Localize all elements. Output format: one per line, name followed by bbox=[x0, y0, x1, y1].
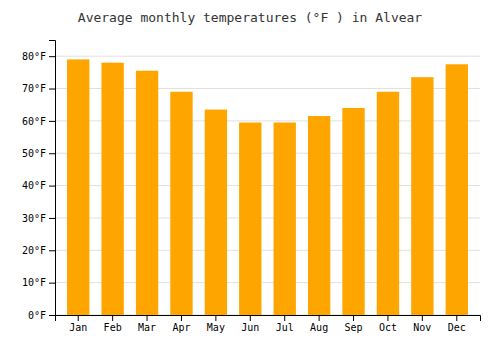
bar bbox=[205, 110, 227, 315]
x-tick: Apr bbox=[172, 315, 190, 333]
chart: 0°F 10°F 20°F 30°F 40°F 50°F 60°F 70°F 80°F Jan Fe… bbox=[0, 0, 500, 350]
x-tick: Jan bbox=[69, 315, 87, 333]
x-tick: May bbox=[207, 315, 225, 333]
y-tick-mark bbox=[49, 218, 55, 219]
y-axis: 0°F 10°F 20°F 30°F 40°F 50°F 60°F 70°F 80°F bbox=[22, 41, 56, 321]
y-tick-label: 10°F bbox=[22, 277, 46, 288]
bar bbox=[239, 123, 261, 316]
bar bbox=[377, 92, 399, 315]
bar bbox=[342, 108, 364, 315]
x-tick: Feb bbox=[104, 315, 122, 333]
grid-line bbox=[55, 56, 480, 57]
y-tick-mark bbox=[49, 315, 55, 316]
y-tick-label: 20°F bbox=[22, 245, 46, 256]
x-tick-mark bbox=[112, 315, 113, 321]
x-tick-mark bbox=[250, 315, 251, 321]
y-tick-mark bbox=[49, 186, 55, 187]
bar bbox=[411, 77, 433, 315]
x-tick: Nov bbox=[413, 315, 431, 333]
x-tick-mark bbox=[319, 315, 320, 321]
y-tick: 50°F bbox=[22, 148, 55, 159]
y-tick: 40°F bbox=[22, 180, 55, 191]
x-tick-mark bbox=[284, 315, 285, 321]
bar bbox=[67, 59, 89, 315]
x-tick-mark bbox=[456, 315, 457, 321]
y-tick: 70°F bbox=[22, 83, 55, 94]
x-tick-label: Sep bbox=[345, 322, 363, 333]
x-tick-mark bbox=[181, 315, 182, 321]
x-tick-label: Jul bbox=[276, 322, 294, 333]
y-tick-mark bbox=[49, 153, 55, 154]
bar bbox=[136, 71, 158, 315]
x-tick-label: May bbox=[207, 322, 225, 333]
x-tick-label: Aug bbox=[310, 322, 328, 333]
y-tick-mark bbox=[49, 121, 55, 122]
bar bbox=[274, 123, 296, 316]
y-tick: 60°F bbox=[22, 116, 55, 127]
y-tick-mark bbox=[49, 56, 55, 57]
y-tick: 80°F bbox=[22, 51, 55, 62]
x-axis: Jan Feb Mar Apr May Jun Jul Aug Sep Oct Nov Dec bbox=[56, 315, 481, 333]
x-tick: Jun bbox=[241, 315, 259, 333]
bar bbox=[101, 63, 123, 315]
x-tick-label: Jun bbox=[241, 322, 259, 333]
x-tick: Jul bbox=[276, 315, 294, 333]
y-tick-label: 80°F bbox=[22, 51, 46, 62]
y-axis-line bbox=[49, 41, 56, 316]
x-tick: Dec bbox=[448, 315, 466, 333]
y-tick: 30°F bbox=[22, 213, 55, 224]
y-tick-mark bbox=[49, 283, 55, 284]
x-tick-label: Jan bbox=[69, 322, 87, 333]
x-tick: Sep bbox=[345, 315, 363, 333]
bar bbox=[446, 64, 468, 315]
x-tick-label: Dec bbox=[448, 322, 466, 333]
x-axis-line bbox=[56, 316, 481, 322]
y-tick-label: 60°F bbox=[22, 116, 46, 127]
y-tick-label: 0°F bbox=[28, 310, 46, 321]
x-tick-mark bbox=[387, 315, 388, 321]
bar bbox=[308, 116, 330, 315]
x-tick: Aug bbox=[310, 315, 328, 333]
bars bbox=[67, 59, 468, 315]
y-tick-label: 40°F bbox=[22, 180, 46, 191]
x-tick-mark bbox=[78, 315, 79, 321]
y-tick-label: 50°F bbox=[22, 148, 46, 159]
x-tick-label: Apr bbox=[172, 322, 190, 333]
y-tick-label: 30°F bbox=[22, 213, 46, 224]
x-tick: Mar bbox=[138, 315, 156, 333]
y-tick-label: 70°F bbox=[22, 83, 46, 94]
plot-area: 0°F 10°F 20°F 30°F 40°F 50°F 60°F 70°F 80°F Jan Fe… bbox=[22, 41, 481, 334]
x-tick-mark bbox=[147, 315, 148, 321]
bar bbox=[170, 92, 192, 315]
x-tick-label: Mar bbox=[138, 322, 156, 333]
x-tick: Oct bbox=[379, 315, 397, 333]
x-tick-label: Oct bbox=[379, 322, 397, 333]
title: Average monthly temperatures (°F ) in Al… bbox=[78, 10, 423, 25]
x-tick-label: Nov bbox=[413, 322, 431, 333]
grid bbox=[55, 56, 480, 315]
x-tick-mark bbox=[422, 315, 423, 321]
x-tick-mark bbox=[215, 315, 216, 321]
y-tick: 10°F bbox=[22, 277, 55, 288]
y-tick-mark bbox=[49, 250, 55, 251]
x-tick-mark bbox=[353, 315, 354, 321]
y-tick: 0°F bbox=[28, 310, 55, 321]
y-tick-mark bbox=[49, 89, 55, 90]
y-tick: 20°F bbox=[22, 245, 55, 256]
x-tick-label: Feb bbox=[104, 322, 122, 333]
